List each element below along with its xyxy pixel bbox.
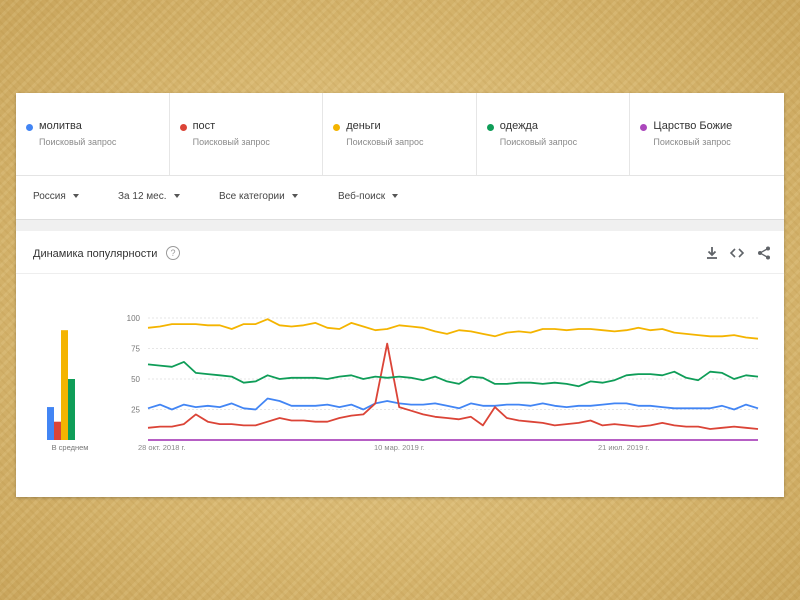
caret-down-icon xyxy=(392,194,399,199)
filters-bar: Россия За 12 мес. Все категории Веб-поис… xyxy=(16,176,784,220)
search-type-dropdown[interactable]: Веб-поиск xyxy=(338,191,399,202)
caret-down-icon xyxy=(291,194,298,199)
caret-down-icon xyxy=(173,194,180,199)
category-dropdown[interactable]: Все категории xyxy=(219,191,298,202)
period-value: За 12 мес. xyxy=(118,191,167,202)
term-name: одежда xyxy=(499,120,538,132)
category-value: Все категории xyxy=(219,191,285,202)
term-name: деньги xyxy=(346,120,381,132)
term-name: молитва xyxy=(39,120,82,132)
period-dropdown[interactable]: За 12 мес. xyxy=(118,191,180,202)
y-tick-label: 75 xyxy=(131,345,140,354)
caret-down-icon xyxy=(72,194,79,199)
x-tick-label: 10 мар. 2019 г. xyxy=(374,443,425,452)
term-card-tsarstvo-bozhie[interactable]: Царство Божие Поисковый запрос xyxy=(630,93,784,175)
y-tick-label: 50 xyxy=(131,375,140,384)
term-color-dot xyxy=(486,124,494,131)
average-bar xyxy=(68,379,75,440)
term-color-dot xyxy=(179,124,187,131)
term-name: пост xyxy=(192,120,216,132)
series-line xyxy=(147,360,759,388)
term-card-post[interactable]: пост Поисковый запрос xyxy=(170,93,324,175)
term-type: Поисковый запрос xyxy=(346,137,424,147)
series-line xyxy=(147,342,759,430)
average-bar xyxy=(61,330,68,440)
series-line xyxy=(147,397,759,411)
term-type: Поисковый запрос xyxy=(499,137,578,147)
x-tick-label: 21 июл. 2019 г. xyxy=(598,443,649,452)
share-icon[interactable] xyxy=(756,245,772,261)
section-divider xyxy=(16,219,784,231)
average-bar xyxy=(47,407,54,440)
term-card-odezhda[interactable]: одежда Поисковый запрос xyxy=(477,93,631,175)
card-title: Динамика популярности xyxy=(33,248,158,260)
trends-panel: молитва Поисковый запрос пост Поисковый … xyxy=(16,93,784,497)
term-color-dot xyxy=(640,124,648,131)
embed-icon[interactable] xyxy=(729,245,745,261)
download-icon[interactable] xyxy=(704,245,720,261)
y-tick-label: 25 xyxy=(131,406,140,415)
average-label: В среднем xyxy=(52,443,89,452)
trend-chart: 100 75 50 25 28 окт. 2018 г. 10 мар. 2019 г. 2… xyxy=(47,314,759,452)
region-value: Россия xyxy=(33,191,66,202)
x-tick-label: 28 окт. 2018 г. xyxy=(138,443,185,452)
term-color-dot xyxy=(26,124,33,131)
series-line xyxy=(147,318,759,340)
term-card-molitva[interactable]: молитва Поисковый запрос xyxy=(16,93,170,175)
term-type: Поисковый запрос xyxy=(39,137,117,147)
term-type: Поисковый запрос xyxy=(192,137,270,147)
y-tick-label: 100 xyxy=(127,314,141,323)
term-card-dengi[interactable]: деньги Поисковый запрос xyxy=(323,93,477,175)
term-name: Царство Божие xyxy=(653,120,733,132)
card-header-rule xyxy=(16,273,784,274)
search-type-value: Веб-поиск xyxy=(338,191,386,202)
term-color-dot xyxy=(333,124,341,131)
average-bar xyxy=(54,421,61,440)
region-dropdown[interactable]: Россия xyxy=(33,191,79,202)
help-icon[interactable]: ? xyxy=(166,246,180,260)
term-type: Поисковый запрос xyxy=(653,137,731,147)
search-terms-row: молитва Поисковый запрос пост Поисковый … xyxy=(16,93,784,176)
